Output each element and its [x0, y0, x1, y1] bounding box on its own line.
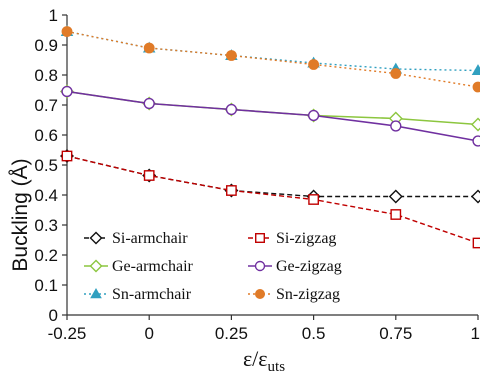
x-axis-title-subscript: uts — [268, 359, 286, 375]
y-tick-label: 0.4 — [34, 186, 58, 205]
data-point — [308, 194, 319, 205]
legend-label: Si-armchair — [112, 230, 188, 247]
y-tick-label: 1 — [49, 6, 58, 25]
legend-label: Si-zigzag — [276, 230, 336, 247]
legend-item: Si-zigzag — [248, 230, 336, 247]
data-point — [307, 109, 320, 122]
data-point — [390, 120, 402, 132]
y-tick-label: 0.2 — [34, 246, 58, 265]
legend-marker — [89, 259, 103, 273]
y-tick-label: 0.3 — [34, 216, 58, 235]
data-point — [61, 26, 73, 37]
data-point — [471, 189, 480, 204]
x-tick-label: -0.25 — [48, 324, 87, 343]
y-tick-label: 0.9 — [34, 36, 58, 55]
y-tick-label: 0.7 — [34, 96, 58, 115]
data-point — [143, 170, 155, 181]
x-tick-label: 0.75 — [379, 324, 412, 343]
legend-item: Si-armchair — [84, 230, 188, 247]
legend-label: Sn-zigzag — [276, 286, 340, 303]
series-si-zigzag — [61, 150, 480, 249]
series-sn-armchair — [60, 25, 480, 76]
legend-label: Ge-zigzag — [276, 258, 342, 275]
legend-marker — [90, 288, 102, 299]
y-tick-label: 0 — [49, 306, 58, 325]
series-layer — [60, 25, 480, 249]
axes: 00.10.20.30.40.50.60.70.80.91-0.25 0 0.25 0… — [34, 6, 480, 343]
data-point — [390, 68, 402, 79]
y-tick-label: 0.5 — [34, 156, 58, 175]
legend-label: Sn-armchair — [112, 286, 192, 303]
legend-item: Ge-armchair — [84, 258, 194, 275]
series-line — [66, 30, 479, 88]
legend-label: Ge-armchair — [112, 258, 194, 275]
data-point — [472, 135, 480, 147]
legend: Si-armchair Si-zigzag Ge-armchair Ge-zigzag… — [84, 230, 342, 303]
data-point — [388, 189, 403, 204]
series-line — [66, 155, 479, 244]
legend-marker — [255, 233, 265, 243]
x-tick-label: 0 — [144, 324, 153, 343]
x-axis-title: ε/εuts — [243, 346, 285, 375]
x-tick-label: 0.5 — [302, 324, 326, 343]
legend-marker — [254, 288, 266, 300]
data-point — [61, 150, 73, 162]
x-tick-label: 0.25 — [215, 324, 248, 343]
data-point — [308, 59, 320, 70]
data-point — [226, 185, 237, 196]
y-tick-label: 0.1 — [34, 276, 58, 295]
legend-marker — [254, 260, 266, 272]
data-point — [143, 97, 155, 110]
series-line — [66, 155, 478, 198]
data-point — [225, 50, 237, 61]
series-line — [66, 30, 479, 72]
x-tick-label: 1 — [471, 324, 480, 343]
legend-item: Ge-zigzag — [248, 258, 342, 275]
data-point — [472, 237, 480, 249]
series-si-armchair — [60, 149, 480, 204]
x-axis-title-main: ε/ε — [243, 346, 268, 371]
y-tick-label: 0.8 — [34, 66, 58, 85]
series-line — [66, 90, 479, 142]
data-point — [225, 103, 238, 116]
legend-item: Sn-zigzag — [248, 286, 340, 303]
series-sn-zigzag — [61, 26, 480, 93]
data-point — [471, 117, 480, 132]
data-point — [472, 81, 480, 93]
series-ge-armchair — [60, 84, 480, 132]
y-axis-title: Buckling (Å) — [9, 158, 32, 271]
series-ge-zigzag — [61, 85, 480, 147]
legend-marker — [89, 231, 103, 245]
data-point — [390, 209, 402, 220]
legend-item: Sn-armchair — [84, 286, 192, 303]
data-point — [61, 85, 73, 98]
data-point — [471, 64, 480, 76]
series-line — [66, 90, 479, 126]
data-point — [143, 42, 155, 54]
y-tick-label: 0.6 — [34, 126, 58, 145]
